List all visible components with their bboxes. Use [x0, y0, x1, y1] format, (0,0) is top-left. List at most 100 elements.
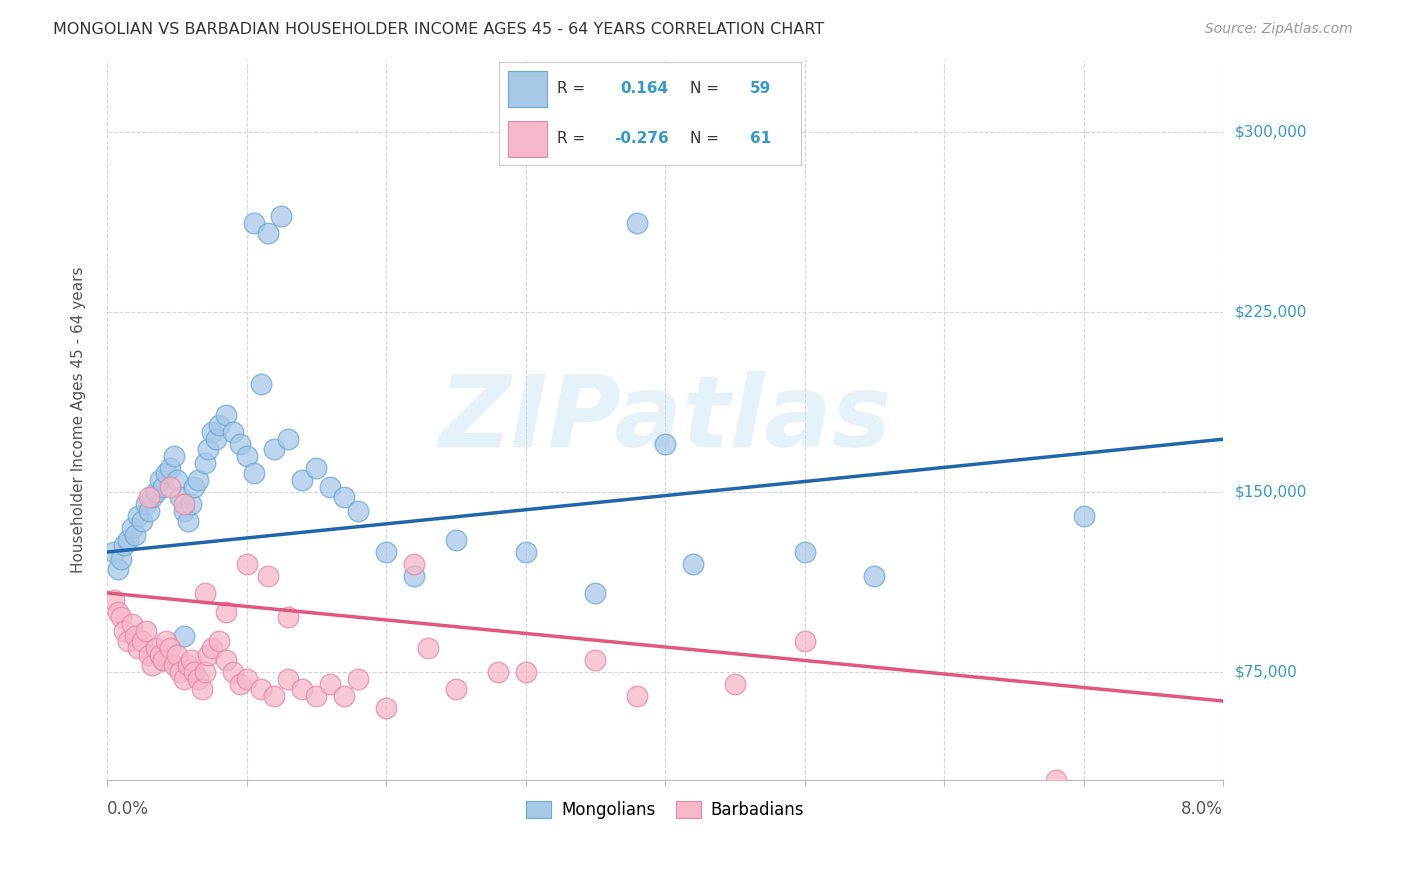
Point	[654, 437, 676, 451]
Point	[145, 641, 167, 656]
Point	[626, 690, 648, 704]
Point	[235, 449, 257, 463]
Point	[112, 624, 135, 639]
Point	[235, 673, 257, 687]
Point	[201, 641, 224, 656]
Point	[112, 538, 135, 552]
Point	[138, 504, 160, 518]
Text: $225,000: $225,000	[1234, 304, 1306, 319]
Point	[135, 624, 157, 639]
Text: $75,000: $75,000	[1234, 665, 1298, 680]
Point	[135, 497, 157, 511]
Point	[215, 605, 238, 619]
FancyBboxPatch shape	[508, 70, 547, 106]
Point	[402, 569, 425, 583]
Point	[228, 437, 250, 451]
Point	[121, 617, 143, 632]
Text: 61: 61	[749, 131, 772, 146]
Point	[221, 665, 243, 680]
Point	[163, 658, 186, 673]
Point	[291, 681, 314, 696]
Point	[194, 456, 217, 470]
Point	[319, 677, 342, 691]
Point	[159, 461, 181, 475]
Point	[173, 504, 195, 518]
Point	[166, 648, 188, 663]
Point	[333, 490, 356, 504]
Point	[180, 653, 202, 667]
Point	[141, 658, 163, 673]
Point	[724, 677, 747, 691]
Point	[177, 514, 200, 528]
Point	[249, 681, 271, 696]
Point	[191, 681, 214, 696]
Point	[141, 490, 163, 504]
Point	[131, 634, 153, 648]
Point	[173, 673, 195, 687]
Point	[110, 610, 132, 624]
Point	[333, 690, 356, 704]
Point	[208, 634, 231, 648]
Point	[277, 673, 299, 687]
Point	[197, 442, 219, 456]
Text: N =: N =	[689, 131, 724, 146]
Point	[131, 514, 153, 528]
Point	[177, 658, 200, 673]
Point	[242, 216, 264, 230]
Point	[235, 557, 257, 571]
Text: ZIPatlas: ZIPatlas	[439, 371, 891, 468]
Point	[347, 673, 370, 687]
FancyBboxPatch shape	[508, 121, 547, 157]
Point	[626, 216, 648, 230]
Point	[515, 545, 537, 559]
Point	[416, 641, 439, 656]
Text: MONGOLIAN VS BARBADIAN HOUSEHOLDER INCOME AGES 45 - 64 YEARS CORRELATION CHART: MONGOLIAN VS BARBADIAN HOUSEHOLDER INCOM…	[53, 22, 825, 37]
Point	[277, 432, 299, 446]
Point	[124, 629, 146, 643]
Point	[263, 690, 285, 704]
Point	[863, 569, 886, 583]
Point	[263, 442, 285, 456]
Point	[249, 376, 271, 391]
Point	[103, 545, 125, 559]
Point	[197, 648, 219, 663]
Point	[228, 677, 250, 691]
Point	[163, 449, 186, 463]
Point	[110, 552, 132, 566]
Text: Source: ZipAtlas.com: Source: ZipAtlas.com	[1205, 22, 1353, 37]
Point	[583, 586, 606, 600]
Point	[205, 432, 228, 446]
Text: N =: N =	[689, 81, 724, 96]
Point	[159, 480, 181, 494]
Point	[305, 461, 328, 475]
Text: 0.164: 0.164	[620, 81, 668, 96]
Point	[117, 634, 139, 648]
Text: R =: R =	[557, 131, 589, 146]
Point	[486, 665, 509, 680]
Point	[159, 641, 181, 656]
Point	[155, 466, 177, 480]
Point	[173, 629, 195, 643]
Point	[375, 701, 398, 715]
Point	[444, 681, 467, 696]
Point	[145, 485, 167, 500]
Point	[208, 417, 231, 432]
Text: 0.0%: 0.0%	[107, 799, 149, 818]
Point	[305, 690, 328, 704]
Point	[103, 593, 125, 607]
Y-axis label: Householder Income Ages 45 - 64 years: Householder Income Ages 45 - 64 years	[72, 267, 86, 574]
Point	[127, 641, 149, 656]
Point	[375, 545, 398, 559]
Point	[1073, 509, 1095, 524]
Point	[256, 226, 278, 240]
Point	[347, 504, 370, 518]
Point	[152, 480, 174, 494]
Legend: Mongolians, Barbadians: Mongolians, Barbadians	[520, 795, 811, 826]
Point	[215, 408, 238, 422]
Point	[169, 490, 191, 504]
Point	[187, 673, 209, 687]
Point	[793, 634, 815, 648]
Point	[183, 480, 205, 494]
Point	[194, 665, 217, 680]
Point	[138, 648, 160, 663]
